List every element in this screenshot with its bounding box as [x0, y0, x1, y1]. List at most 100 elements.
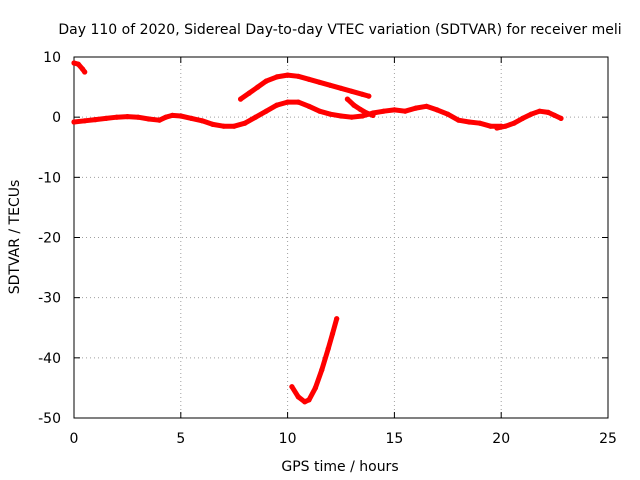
data-point	[487, 123, 494, 129]
y-tick-label: -50	[38, 411, 61, 427]
axis-ticks: 0 5 10 15 20 25 10 0 -10 -20 -30 -40 -50	[38, 50, 617, 447]
data-point	[338, 85, 344, 91]
data-point	[285, 99, 291, 105]
data-point	[466, 119, 472, 125]
data-point	[274, 74, 280, 80]
grid-lines	[74, 57, 608, 418]
data-point	[103, 115, 109, 121]
data-point	[351, 102, 357, 108]
data-point	[169, 112, 175, 118]
data-point	[188, 115, 195, 121]
data-point	[92, 117, 98, 123]
data-point	[246, 90, 252, 96]
data-point	[552, 112, 558, 118]
data-point	[71, 119, 77, 125]
data-point	[274, 102, 280, 108]
data-point	[359, 113, 365, 119]
data-point	[306, 397, 312, 403]
data-point	[255, 84, 261, 90]
data-point	[302, 399, 308, 405]
data-point	[210, 121, 216, 127]
data-point	[391, 107, 397, 113]
data-point	[558, 115, 564, 121]
data-point	[306, 76, 312, 82]
data-point	[306, 103, 312, 109]
data-point	[494, 125, 500, 131]
data-point	[285, 72, 291, 78]
data-series	[71, 60, 564, 405]
data-point	[263, 78, 269, 84]
data-point	[317, 108, 323, 114]
data-point	[124, 114, 130, 120]
data-point	[370, 112, 376, 118]
data-point	[146, 116, 152, 122]
data-point	[199, 118, 205, 124]
data-point	[359, 91, 365, 97]
y-tick-label: 10	[43, 50, 61, 66]
data-point	[366, 93, 372, 99]
data-point	[325, 346, 331, 352]
data-point	[71, 60, 77, 66]
x-axis-label: GPS time / hours	[281, 459, 398, 475]
data-point	[295, 394, 301, 400]
y-tick-label: -20	[38, 231, 61, 247]
y-axis-label: SDTVAR / TECUs	[7, 180, 23, 295]
chart-title: Day 110 of 2020, Sidereal Day-to-day VTE…	[58, 22, 621, 38]
y-tick-label: -40	[38, 351, 61, 367]
data-point	[477, 120, 483, 126]
data-point	[312, 385, 318, 391]
data-point	[357, 106, 363, 112]
data-point	[253, 114, 259, 120]
data-point	[317, 79, 323, 85]
data-point	[289, 384, 295, 390]
data-point	[114, 114, 120, 120]
x-tick-label: 20	[492, 431, 510, 447]
data-point	[242, 120, 248, 126]
data-point	[528, 111, 534, 117]
data-point	[75, 61, 81, 67]
x-tick-label: 10	[279, 431, 297, 447]
data-point	[381, 108, 387, 114]
data-point	[445, 111, 451, 117]
data-point	[434, 107, 440, 113]
data-point	[423, 103, 429, 109]
data-point	[295, 73, 301, 79]
data-point	[319, 367, 325, 373]
data-point	[82, 69, 88, 75]
data-point	[178, 113, 184, 119]
data-point	[364, 110, 370, 116]
data-point	[502, 123, 509, 129]
data-point	[537, 108, 543, 114]
data-point	[220, 123, 227, 129]
data-point	[520, 115, 526, 121]
data-point	[156, 117, 162, 123]
data-point	[238, 96, 244, 102]
data-point	[402, 108, 408, 114]
data-point	[413, 105, 419, 111]
data-point	[135, 114, 141, 120]
data-point	[511, 120, 517, 126]
y-tick-label: -10	[38, 170, 61, 186]
data-point	[349, 114, 355, 120]
data-point	[344, 96, 350, 102]
data-point	[329, 331, 336, 337]
x-tick-label: 25	[599, 431, 617, 447]
y-tick-label: -30	[38, 291, 61, 307]
y-tick-label: 0	[52, 110, 61, 126]
x-tick-label: 15	[385, 431, 403, 447]
data-point	[327, 82, 333, 88]
data-point	[82, 118, 88, 124]
data-point	[295, 99, 301, 105]
x-tick-label: 0	[70, 431, 79, 447]
data-point	[455, 117, 462, 123]
data-point	[231, 123, 237, 129]
data-point	[327, 111, 333, 117]
data-point	[334, 316, 340, 322]
data-point	[545, 109, 551, 115]
data-point	[338, 113, 344, 119]
x-tick-label: 5	[176, 431, 185, 447]
data-point	[263, 108, 269, 114]
data-point	[163, 114, 169, 120]
data-point	[349, 88, 355, 94]
